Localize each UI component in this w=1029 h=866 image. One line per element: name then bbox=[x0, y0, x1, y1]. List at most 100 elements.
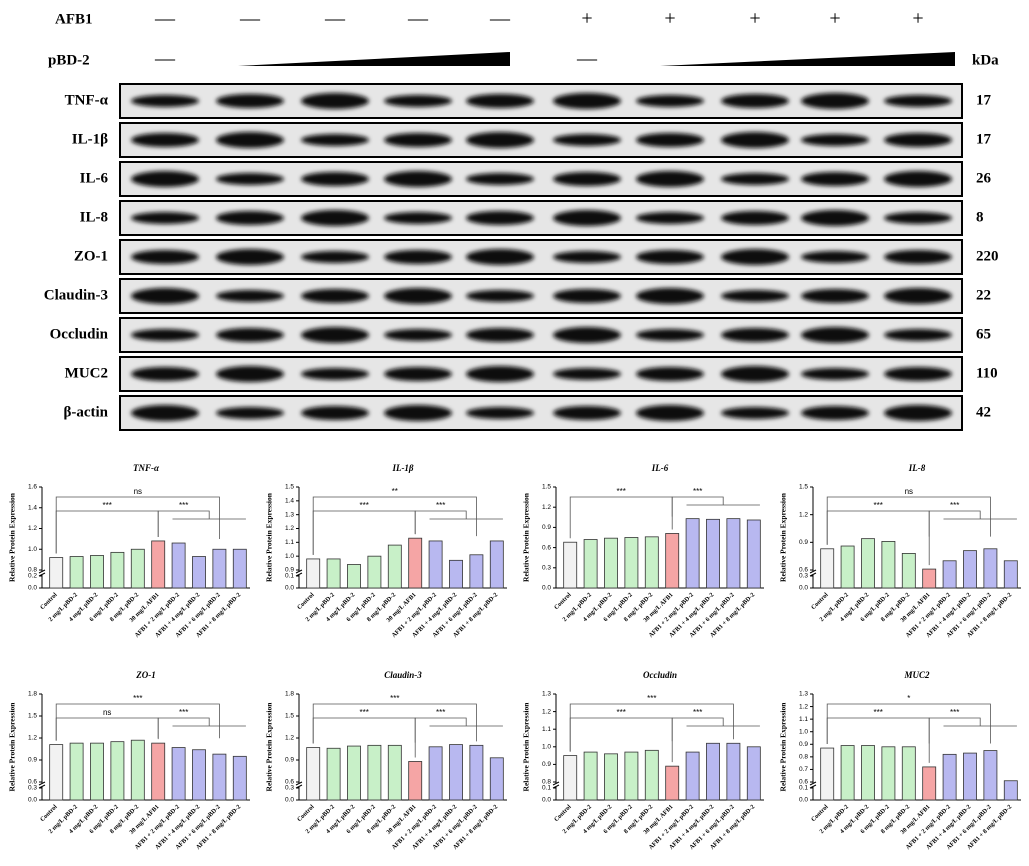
y-tick-label: 0.1 bbox=[799, 785, 808, 792]
band bbox=[384, 250, 452, 264]
y-tick-label: 1.0 bbox=[285, 553, 294, 560]
gradient-wedge bbox=[660, 52, 955, 66]
kda-value: 42 bbox=[976, 404, 991, 420]
bar bbox=[171, 747, 186, 801]
y-tick-label: 0.3 bbox=[542, 565, 551, 572]
y-tick-label: 1.2 bbox=[285, 735, 294, 742]
y-axis-label: Relative Protein Expression bbox=[522, 492, 531, 582]
treatment-mark: + bbox=[749, 8, 760, 30]
y-tick-label: 1.2 bbox=[799, 703, 808, 710]
y-tick-label: 1.3 bbox=[285, 511, 294, 518]
band bbox=[636, 405, 704, 421]
y-tick-label: 1.3 bbox=[799, 691, 808, 698]
band bbox=[466, 173, 534, 185]
bar bbox=[212, 753, 227, 801]
bar bbox=[644, 536, 659, 589]
bar bbox=[665, 765, 680, 801]
y-tick-label: 1.2 bbox=[28, 525, 37, 532]
bar bbox=[563, 755, 578, 801]
bar bbox=[624, 537, 639, 589]
protein-label: IL-1β bbox=[72, 131, 108, 147]
y-tick-label: 0.1 bbox=[285, 573, 294, 580]
bar bbox=[212, 548, 227, 589]
treatment-mark: — bbox=[324, 8, 346, 30]
bar bbox=[942, 560, 957, 589]
protein-label: ZO-1 bbox=[74, 248, 108, 264]
treatment-mark: — bbox=[154, 48, 176, 70]
band bbox=[301, 93, 369, 109]
bar bbox=[583, 539, 598, 589]
y-tick-label: 0.1 bbox=[542, 785, 551, 792]
kda-value: 220 bbox=[976, 248, 999, 264]
band bbox=[884, 329, 952, 341]
band bbox=[301, 368, 369, 380]
band bbox=[553, 172, 621, 186]
protein-label: β-actin bbox=[63, 404, 108, 420]
kda-value: 22 bbox=[976, 287, 991, 303]
band bbox=[384, 95, 452, 107]
band bbox=[384, 367, 452, 381]
band bbox=[466, 407, 534, 419]
y-tick-label: 0.3 bbox=[28, 785, 37, 792]
bar bbox=[901, 746, 916, 801]
band bbox=[466, 290, 534, 302]
y-tick-label: 0.9 bbox=[799, 741, 808, 748]
band bbox=[216, 94, 284, 108]
bar bbox=[130, 548, 145, 589]
kda-value: 65 bbox=[976, 326, 991, 342]
band bbox=[721, 211, 789, 225]
bar bbox=[449, 559, 463, 589]
bar bbox=[563, 541, 578, 589]
bar bbox=[861, 745, 875, 801]
band bbox=[131, 95, 199, 107]
protein-label: Claudin-3 bbox=[44, 287, 108, 303]
significance: *** bbox=[874, 501, 883, 510]
kda-value: 110 bbox=[976, 365, 998, 381]
band bbox=[131, 133, 199, 147]
bar bbox=[746, 519, 761, 589]
bar bbox=[665, 533, 680, 589]
band bbox=[721, 366, 789, 382]
y-tick-label: 0.8 bbox=[799, 754, 808, 761]
axis-break bbox=[809, 569, 817, 574]
significance: *** bbox=[133, 694, 142, 703]
significance: *** bbox=[617, 708, 626, 717]
y-tick-label: 1.5 bbox=[285, 484, 294, 491]
bar bbox=[232, 548, 247, 589]
bar bbox=[644, 749, 659, 801]
band bbox=[636, 250, 704, 264]
treatment-label: AFB1 bbox=[55, 11, 93, 27]
y-tick-label: 0.6 bbox=[28, 779, 37, 786]
protein-label: IL-6 bbox=[80, 170, 109, 186]
bracket bbox=[157, 717, 246, 740]
band bbox=[553, 134, 621, 146]
protein-label: MUC2 bbox=[65, 365, 108, 381]
band bbox=[801, 289, 869, 303]
axis-break bbox=[295, 569, 303, 574]
y-tick-label: 1.5 bbox=[542, 484, 551, 491]
y-tick-label: 0.6 bbox=[799, 779, 808, 786]
band bbox=[636, 288, 704, 304]
bar bbox=[69, 742, 84, 801]
bar bbox=[408, 761, 423, 801]
bar bbox=[232, 755, 247, 801]
bar bbox=[326, 558, 341, 589]
band bbox=[466, 328, 534, 342]
y-axis-label: Relative Protein Expression bbox=[8, 702, 17, 792]
band bbox=[301, 327, 369, 343]
bar bbox=[428, 540, 443, 589]
band bbox=[884, 288, 952, 304]
bar bbox=[922, 766, 937, 801]
chart-title: TNF-α bbox=[133, 463, 160, 473]
treatment-mark: + bbox=[829, 8, 840, 30]
bar bbox=[171, 542, 186, 589]
y-axis-label: Relative Protein Expression bbox=[779, 702, 788, 792]
y-tick-label: 1.4 bbox=[28, 504, 37, 511]
band bbox=[801, 406, 869, 420]
y-axis-label: Relative Protein Expression bbox=[779, 492, 788, 582]
y-tick-label: 0.9 bbox=[28, 757, 37, 764]
band bbox=[553, 368, 621, 380]
y-tick-label: 1.2 bbox=[799, 511, 808, 518]
bar bbox=[151, 540, 166, 589]
significance: *** bbox=[436, 708, 445, 717]
